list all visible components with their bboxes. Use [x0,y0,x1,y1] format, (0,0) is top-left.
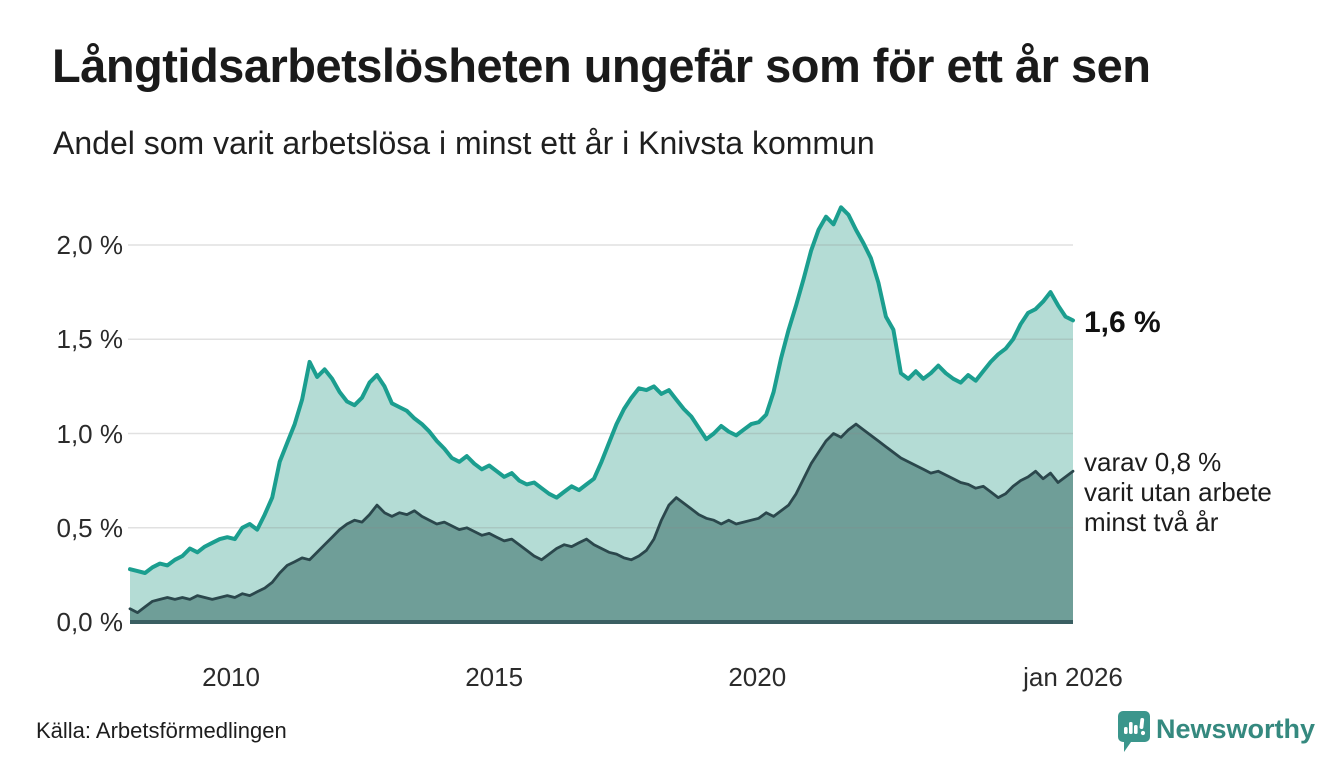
y-tick-label: 1,5 % [56,324,124,355]
chart-subtitle: Andel som varit arbetslösa i minst ett å… [53,125,875,161]
newsworthy-logo-icon [1118,711,1150,752]
page-title: Långtidsarbetslösheten ungefär som för e… [52,39,1151,92]
series-line-arbetslosa-minst-tva-ar [128,422,1075,615]
y-tick-label: 1,0 % [56,418,124,449]
newsworthy-wordmark: Newsworthy [1156,714,1316,744]
y-tick-label: 0,0 % [56,607,124,637]
y-tick-label: 0,5 % [56,512,124,543]
series-area-arbetslosa-minst-tva-ar [130,424,1073,622]
x-tick-label: 2015 [465,662,524,692]
x-tick-label: 2010 [202,662,260,692]
series-line-arbetslosa-minst-ett-ar [128,205,1075,575]
area-chart [128,205,1075,624]
x-tick-label: jan 2026 [1023,662,1123,692]
series-secondary-annotation: varav 0,8 % varit utan arbete minst två … [1084,447,1272,537]
x-tick-label: 2020 [728,662,787,692]
y-tick-label: 2,0 % [56,230,124,260]
series-end-value-label: 1,6 % [1084,306,1161,339]
source-caption: Källa: Arbetsförmedlingen [36,718,287,743]
